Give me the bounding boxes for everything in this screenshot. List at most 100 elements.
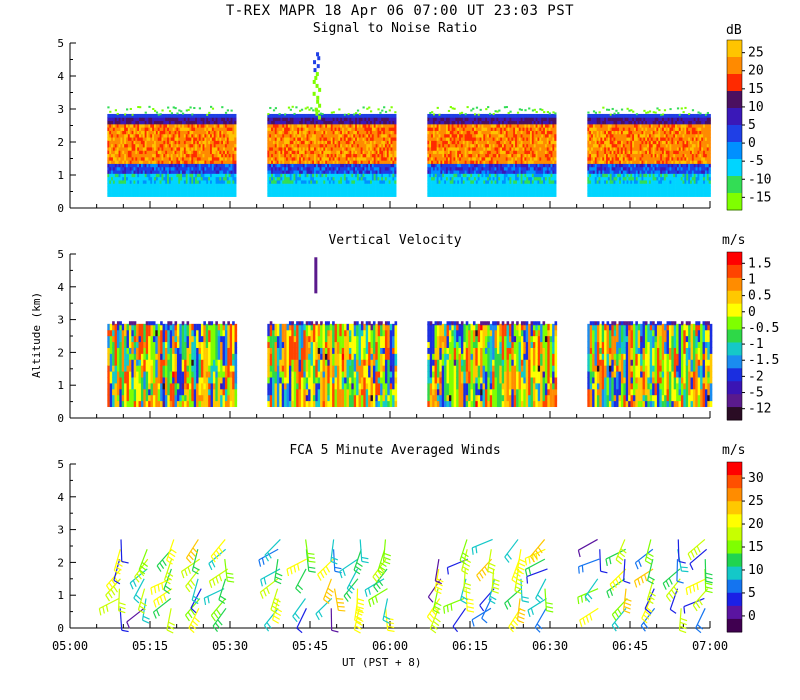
snr-cell — [390, 143, 393, 148]
snr-cell — [500, 186, 503, 191]
snr-cell — [474, 146, 477, 151]
snr-cell — [488, 179, 492, 184]
snr-cell — [330, 140, 333, 145]
snr-cell — [312, 133, 315, 138]
snr-cell — [373, 127, 376, 131]
snr-cell — [328, 176, 332, 181]
snr-cell — [174, 143, 177, 148]
snr-cell — [431, 143, 434, 148]
snr-cell — [139, 189, 142, 194]
snr-cell — [122, 113, 125, 118]
snr-cell — [131, 137, 134, 141]
snr-cell — [474, 153, 477, 158]
snr-cell — [293, 127, 296, 131]
snr-cell — [507, 163, 510, 168]
snr-cell — [438, 163, 441, 168]
snr-cell — [210, 153, 213, 158]
snr-cell — [131, 127, 134, 131]
snr-cell — [315, 137, 319, 141]
snr-cell — [505, 137, 508, 141]
snr-fringe — [475, 106, 479, 109]
snr-cell — [150, 173, 153, 178]
snr-cell — [286, 193, 289, 197]
snr-cell — [427, 117, 430, 122]
snr-fringe — [178, 109, 181, 112]
snr-cell — [116, 127, 119, 131]
snr-cell — [436, 143, 439, 148]
snr-cell — [356, 137, 360, 141]
snr-cell — [457, 193, 460, 197]
snr-cell — [202, 176, 205, 181]
snr-cell — [513, 137, 516, 141]
snr-cell — [154, 183, 157, 188]
snr-cell — [226, 137, 229, 141]
snr-cell — [427, 146, 430, 151]
snr-fringe — [295, 106, 298, 109]
snr-cell — [234, 120, 237, 125]
snr-cell — [481, 163, 484, 168]
snr-cell — [440, 193, 443, 197]
snr-cell — [379, 163, 382, 168]
snr-cell — [370, 117, 373, 122]
snr-fringe — [464, 113, 467, 116]
snr-cell — [502, 173, 505, 178]
snr-cell — [390, 150, 393, 155]
snr-cell — [167, 153, 170, 158]
snr-cell — [429, 186, 432, 191]
snr-cell — [178, 193, 181, 197]
snr-cell — [371, 179, 375, 184]
snr-cell — [528, 123, 531, 128]
snr-cell — [211, 163, 215, 168]
snr-cell — [479, 170, 482, 174]
snr-cell — [295, 163, 298, 168]
snr-cell — [215, 163, 218, 168]
snr-fringe — [358, 113, 361, 116]
snr-cell — [509, 183, 512, 188]
snr-cell — [211, 193, 215, 197]
snr-cell — [182, 133, 185, 138]
snr-cell — [224, 140, 228, 145]
snr-cell — [278, 146, 281, 151]
snr-cell — [148, 130, 151, 135]
snr-cell — [327, 176, 330, 181]
snr-cell — [528, 173, 531, 178]
snr-cell — [364, 166, 367, 171]
snr-cell — [366, 127, 369, 131]
snr-cell — [490, 193, 493, 197]
snr-cell — [295, 143, 298, 148]
snr-cell — [464, 123, 467, 128]
snr-cell — [364, 170, 367, 174]
snr-cell — [176, 179, 179, 184]
snr-cell — [122, 173, 125, 178]
snr-cell — [306, 163, 309, 168]
snr-cell — [176, 176, 179, 181]
snr-cell — [373, 146, 376, 151]
snr-cell — [310, 156, 313, 161]
snr-cell — [161, 160, 164, 164]
snr-cell — [474, 133, 477, 138]
snr-cell — [390, 186, 393, 191]
snr-cell — [338, 117, 341, 122]
snr-cell — [289, 156, 292, 161]
snr-cell — [112, 183, 116, 188]
snr-fringe — [208, 111, 211, 114]
snr-cell — [334, 170, 337, 174]
snr-cell — [221, 117, 224, 122]
snr-cell — [314, 137, 317, 141]
snr-cell — [475, 176, 479, 181]
snr-cell — [330, 130, 333, 135]
snr-cell — [503, 113, 507, 118]
snr-cell — [336, 170, 339, 174]
snr-cell — [498, 156, 501, 161]
snr-cell — [494, 140, 497, 145]
snr-cell — [120, 127, 123, 131]
snr-cell — [124, 160, 127, 164]
snr-cell — [358, 156, 361, 161]
snr-cell — [276, 123, 279, 128]
snr-cell — [505, 173, 508, 178]
snr-cell — [513, 113, 516, 118]
snr-cell — [446, 193, 449, 197]
snr-cell — [226, 176, 229, 181]
snr-cell — [234, 173, 237, 178]
snr-cell — [300, 179, 304, 184]
